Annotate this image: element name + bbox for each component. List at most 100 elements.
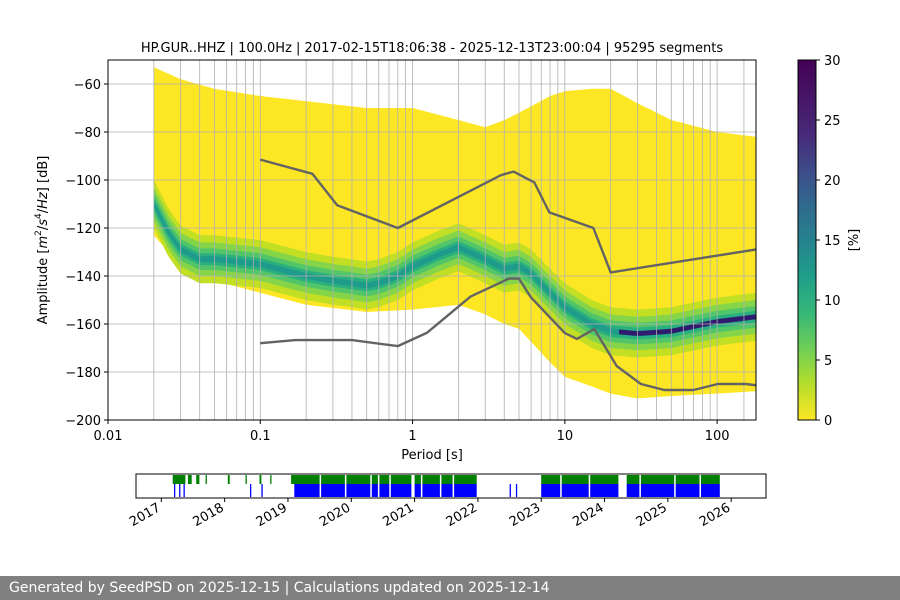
colorbar-tick-label: 5 [824,354,832,369]
availability-gap [344,475,347,497]
availability-segment [183,484,185,497]
plot-frame [107,59,757,421]
y-tick-label: −180 [65,366,101,381]
timeline-ticks: 2017 2018 2019 2020 2021 2022 2023 2024 2025 2026 [127,498,733,530]
availability-segment [172,475,186,484]
x-tick-label: 1 [408,429,416,444]
availability-segment [294,484,412,497]
colorbar-tick-label: 30 [824,54,841,69]
availability-gap [439,475,442,497]
availability-gap [420,475,423,497]
availability-segment [196,475,200,484]
availability-segment [515,484,518,497]
chart-title: HP.GUR..HHZ | 100.0Hz | 2017-02-15T18:06… [141,41,724,56]
x-tick-label: 0.1 [250,429,271,444]
noise-model-layer [259,158,756,392]
noise-model-low-line [260,277,756,392]
availability-segment [270,475,272,484]
colorbar-ticks: 0 5 10 15 20 25 30 [816,54,841,429]
availability-segment [259,475,262,484]
availability-segment [261,484,263,497]
timeline-tick-label: 2018 [190,500,226,530]
availability-gap [639,475,641,497]
y-tick-label: −140 [65,270,101,285]
y-axis-label-part: Amplitude [ [36,249,51,325]
colorbar: 0 5 10 15 20 25 30 [%] [797,54,862,429]
x-axis-label: Period [s] [401,448,463,463]
availability-segment [245,475,247,484]
timeline-tick-label: 2017 [127,500,163,530]
availability-segment [174,484,176,497]
y-tick-label: −200 [65,414,101,429]
availability-segment [250,484,252,497]
availability-gap [588,475,591,497]
availability-segment [291,475,298,484]
availability-gap [389,475,391,497]
availability-gap [370,475,372,497]
availability-gap [452,475,455,497]
colorbar-tick-label: 20 [824,174,841,189]
noise-model-high-line [259,158,756,274]
availability-segment [205,475,207,484]
availability-segment [414,484,477,497]
availability-gap [319,475,322,497]
y-axis-label-part: / [36,225,51,230]
y-tick-label: −80 [74,126,101,141]
colorbar-tick-label: 25 [824,114,841,129]
grid-layer [108,60,756,420]
y-axis-label-part: / [36,208,51,213]
y-axis-label-part: Hz [36,191,51,209]
availability-segment [294,475,412,484]
availability-gap [699,475,701,497]
psd-panel: HP.GUR..HHZ | 100.0Hz | 2017-02-15T18:06… [34,41,757,463]
timeline-tick-label: 2026 [697,500,733,530]
timeline-tick-label: 2022 [444,500,480,530]
y-tick-label: −100 [65,174,101,189]
y-axis-label-part: ] [dB] [36,156,51,193]
availability-segment [509,484,511,497]
y-tick-label: −120 [65,222,101,237]
y-axis-label-part: s [36,219,51,226]
availability-gap [674,475,676,497]
x-tick-label: 10 [557,429,574,444]
y-axis-label-part: 4 [34,213,44,219]
y-axis-label: Amplitude [m2/s4/Hz] [dB] [34,156,51,325]
density-peak [619,314,756,336]
colorbar-tick-label: 15 [824,234,841,249]
availability-segment [414,475,477,484]
timeline-tick-label: 2024 [570,500,606,530]
density-level-5 [153,201,756,337]
availability-segment [541,475,619,484]
availability-segment [541,484,619,497]
availability-gap [560,475,562,497]
colorbar-tick-label: 10 [824,294,841,309]
x-tick-label: 0.01 [94,429,123,444]
timeline-tick-label: 2021 [380,500,416,530]
availability-gap [377,475,380,497]
y-axis-label-part: 2 [34,230,44,236]
timeline-bars [172,475,720,497]
colorbar-tick-label: 0 [824,414,832,429]
density-layer [153,67,756,399]
availability-segment [179,484,181,497]
availability-segment [187,475,192,484]
footer-bar: Generated by SeedPSD on 2025-12-15 | Cal… [0,576,900,600]
timeline-tick-label: 2020 [317,500,353,530]
availability-segment [626,484,720,497]
y-axis-label-part: m [36,236,51,249]
y-tick-label: −60 [74,78,101,93]
y-tick-label: −160 [65,318,101,333]
x-ticks: 0.01 0.1 1 10 100 [94,420,730,444]
x-tick-label: 100 [705,429,730,444]
colorbar-gradient [797,59,817,421]
timeline-tick-label: 2019 [254,500,290,530]
y-ticks: −60 −80 −100 −120 −140 −160 −180 −200 [65,78,108,429]
availability-timeline: 2017 2018 2019 2020 2021 2022 2023 2024 2025 2026 [127,473,767,530]
timeline-tick-label: 2025 [634,500,670,530]
timeline-frame [135,473,767,499]
availability-segment [626,475,720,484]
availability-segment [227,475,230,484]
colorbar-label: [%] [847,229,862,252]
timeline-tick-label: 2023 [507,500,543,530]
